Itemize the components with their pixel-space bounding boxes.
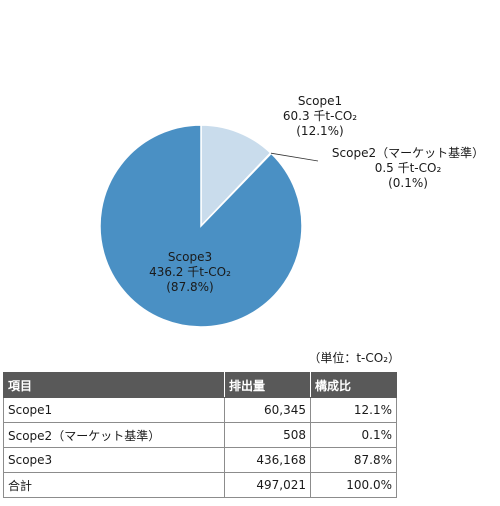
emissions-table: 項目 排出量 構成比 Scope1 60,345 12.1% Scope2（マー…	[3, 372, 397, 498]
header-emissions: 排出量	[224, 372, 311, 398]
pie-slice-3	[99, 124, 303, 328]
row-item: Scope3	[3, 447, 225, 473]
table-header-row: 項目 排出量 構成比	[3, 372, 397, 398]
unit-note: （単位：t-CO₂）	[308, 351, 400, 365]
slice-name-label: Scope1	[298, 94, 342, 108]
leader-line	[270, 152, 319, 162]
table-row: Scope1 60,345 12.1%	[3, 397, 397, 423]
slice-value-label: 60.3 千t-CO₂	[283, 109, 357, 123]
row-item: Scope2（マーケット基準）	[3, 422, 225, 448]
slice-name-label: Scope2（マーケット基準）	[332, 145, 484, 160]
table-row: Scope3 436,168 87.8%	[3, 447, 397, 473]
row-emissions: 508	[224, 422, 311, 448]
slice-value-label: 0.5 千t-CO₂	[375, 161, 442, 175]
row-emissions: 60,345	[224, 397, 311, 423]
slice-percent-label: (12.1%)	[296, 124, 343, 138]
table-row: Scope2（マーケット基準） 508 0.1%	[3, 422, 397, 448]
row-item: Scope1	[3, 397, 225, 423]
row-share: 87.8%	[310, 447, 397, 473]
table-total-row: 合計 497,021 100.0%	[3, 472, 397, 498]
row-item: 合計	[3, 472, 225, 498]
row-share: 12.1%	[310, 397, 397, 423]
row-share: 100.0%	[310, 472, 397, 498]
slice-percent-label: (0.1%)	[388, 176, 428, 190]
slice-percent-label: (87.8%)	[166, 280, 213, 294]
row-share: 0.1%	[310, 422, 397, 448]
header-share: 構成比	[310, 372, 397, 398]
slice-value-label: 436.2 千t-CO₂	[149, 265, 231, 279]
row-emissions: 436,168	[224, 447, 311, 473]
row-emissions: 497,021	[224, 472, 311, 498]
pie-slice-1	[200, 124, 272, 228]
slice-name-label: Scope3	[168, 250, 212, 264]
header-item: 項目	[3, 372, 225, 398]
